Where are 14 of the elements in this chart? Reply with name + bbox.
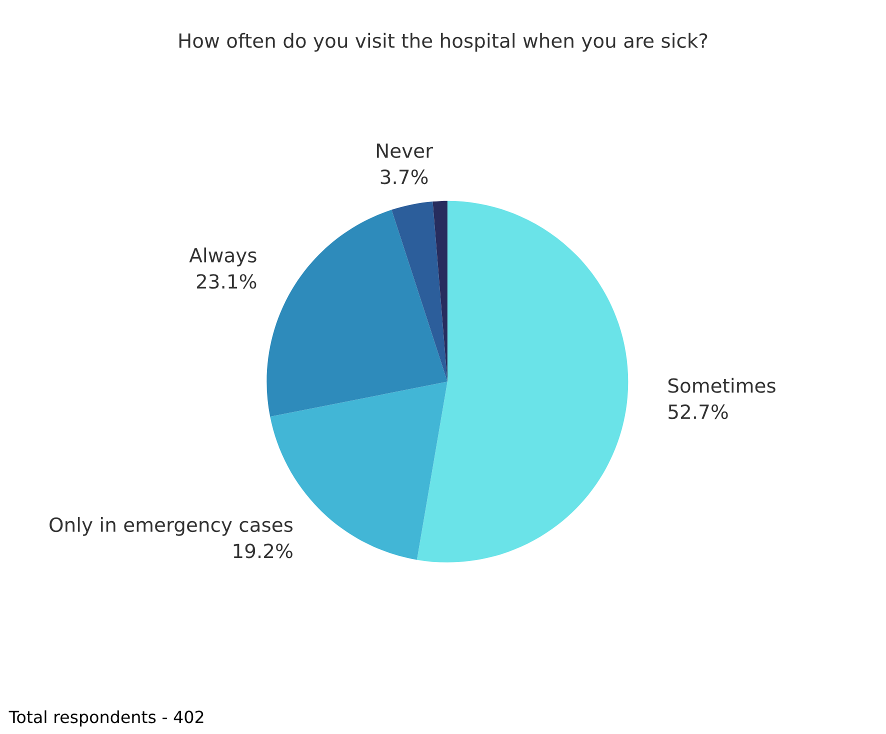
pie-slice <box>392 202 448 382</box>
data-label: 52.7% <box>668 404 728 420</box>
pie-slice <box>266 210 448 417</box>
slice-label: Never <box>376 144 434 158</box>
slice-label: Only in emergency cases <box>50 517 293 536</box>
text: Total respondents - 402 <box>8 710 204 726</box>
data-label: 3.7% <box>380 170 428 184</box>
pie-slice <box>432 200 448 382</box>
pie-slice <box>416 200 628 562</box>
data-label: 19.2% <box>234 544 292 558</box>
slice-label: Always <box>189 248 256 266</box>
data-label: 23.1% <box>196 274 256 289</box>
slice-label: Sometimes <box>668 378 776 393</box>
chart-title: How often do you visit the hospital when you are sick? <box>179 32 708 52</box>
